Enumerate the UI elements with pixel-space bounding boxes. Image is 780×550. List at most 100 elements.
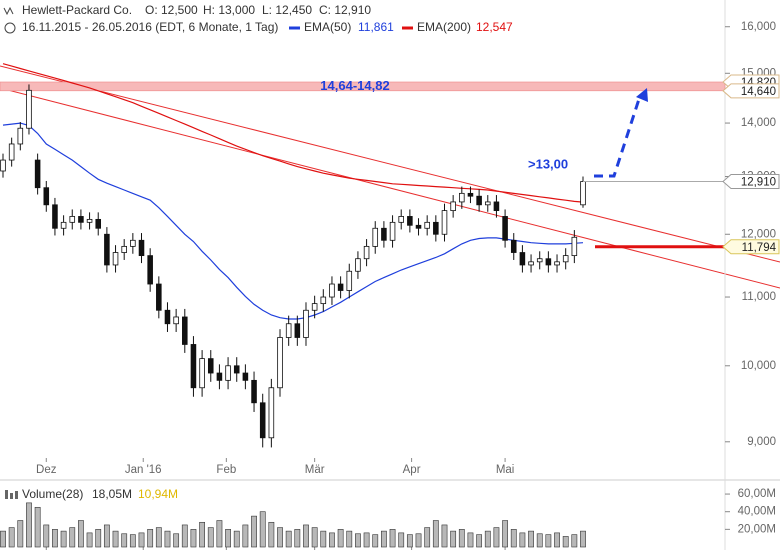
volume-bar — [164, 530, 171, 548]
candle-body — [60, 221, 67, 229]
legend-label: EMA(200) — [417, 20, 471, 34]
volume-bar — [355, 533, 361, 548]
volume-bar — [415, 533, 422, 548]
candle-body — [130, 239, 136, 247]
y-tick-label: 11,000 — [742, 291, 776, 303]
price-tag — [722, 174, 780, 190]
volume-bar — [502, 520, 508, 548]
volume-bar — [519, 532, 526, 548]
volume-bar — [259, 511, 266, 548]
volume-bar — [86, 532, 93, 548]
volume-bar — [571, 534, 578, 548]
volume-bar — [285, 530, 292, 548]
volume-bar — [389, 529, 396, 548]
candle-body — [182, 316, 188, 345]
candle-body — [372, 227, 379, 247]
candle-body — [78, 216, 84, 223]
volume-bar — [225, 529, 231, 548]
volume-bar — [216, 520, 223, 548]
volume-bar — [17, 520, 24, 548]
candle-body — [164, 309, 171, 325]
price-tag-label: 14,640 — [741, 86, 776, 98]
volume-bar — [303, 524, 309, 548]
volume-value: 18,05M — [92, 487, 132, 501]
volume-bar — [233, 530, 240, 548]
volume-bar — [78, 520, 84, 548]
volume-bar — [441, 524, 448, 548]
volume-title: Volume(28) — [22, 487, 83, 501]
y-tick-label: 16,000 — [741, 21, 776, 33]
candle-body — [43, 187, 50, 206]
volume-bar — [363, 532, 370, 548]
ema-line — [2, 122, 584, 320]
candle-body — [528, 261, 534, 266]
volume-bar — [346, 530, 353, 548]
candle-body — [34, 159, 41, 189]
volume-bar — [432, 520, 439, 548]
y-tick-label: 10,000 — [741, 360, 776, 372]
volume-bar — [450, 530, 457, 548]
volume-tick-label: 20,00M — [738, 523, 776, 535]
candle-body — [320, 296, 327, 305]
candle-body — [562, 255, 569, 263]
volume-bar — [112, 530, 119, 548]
candle-body — [415, 224, 422, 229]
chart-title: Hewlett-Packard Co. — [22, 3, 132, 17]
candle-body — [329, 283, 335, 298]
volume-bar — [207, 527, 214, 548]
volume-bar — [311, 527, 318, 548]
candle-body — [294, 323, 301, 338]
price-tag — [722, 239, 780, 255]
volume-tick-label: 60,00M — [738, 488, 776, 500]
trend-lines — [0, 65, 780, 289]
candle-body — [147, 255, 153, 285]
candle-body — [0, 159, 6, 172]
volume-bar — [545, 534, 552, 548]
y-tick-label: 9,000 — [747, 436, 776, 448]
candle-body — [545, 258, 552, 266]
y-tick-label: 14,000 — [741, 117, 776, 129]
volume-bar — [372, 534, 379, 548]
candle-body — [441, 210, 448, 235]
candle-body — [225, 365, 231, 381]
clock-icon — [4, 22, 16, 34]
volume-bar — [484, 530, 491, 548]
candle-body — [17, 127, 24, 145]
volume-bar — [398, 532, 405, 548]
target-arrow — [594, 95, 642, 178]
ohlc-close: C: 12,910 — [319, 3, 371, 17]
candle-body — [8, 143, 15, 161]
volume-icon — [15, 491, 18, 499]
candle-body — [554, 261, 560, 266]
candle-body — [337, 283, 344, 291]
legend-value: 11,861 — [358, 20, 394, 34]
volume-bar — [26, 502, 32, 548]
price-tag — [722, 83, 780, 99]
x-tick-label: Mai — [496, 464, 515, 476]
candle-body — [112, 252, 119, 266]
candle-body — [251, 379, 257, 404]
candle-body — [536, 258, 543, 263]
zone-label: 14,64-14,82 — [320, 78, 389, 93]
candle-body — [86, 218, 93, 223]
volume-bar — [190, 529, 197, 548]
candle-body — [173, 316, 179, 325]
volume-bar — [580, 530, 586, 548]
candle-body — [138, 239, 145, 257]
volume-bar — [0, 530, 6, 548]
candle-body — [303, 309, 309, 338]
volume-bar — [277, 527, 283, 548]
price-tag-label: 11,794 — [742, 242, 777, 254]
legend-value: 12,547 — [476, 20, 513, 34]
volume-bar — [337, 529, 344, 548]
candle-body — [199, 358, 205, 389]
candle-body — [476, 195, 482, 206]
candle-body — [26, 89, 32, 129]
candle-body — [52, 204, 58, 229]
candle-body — [190, 344, 197, 389]
volume-icon — [5, 490, 8, 499]
legend-label: EMA(50) — [304, 20, 351, 34]
candle-body — [156, 283, 162, 311]
candle-body — [363, 245, 370, 260]
